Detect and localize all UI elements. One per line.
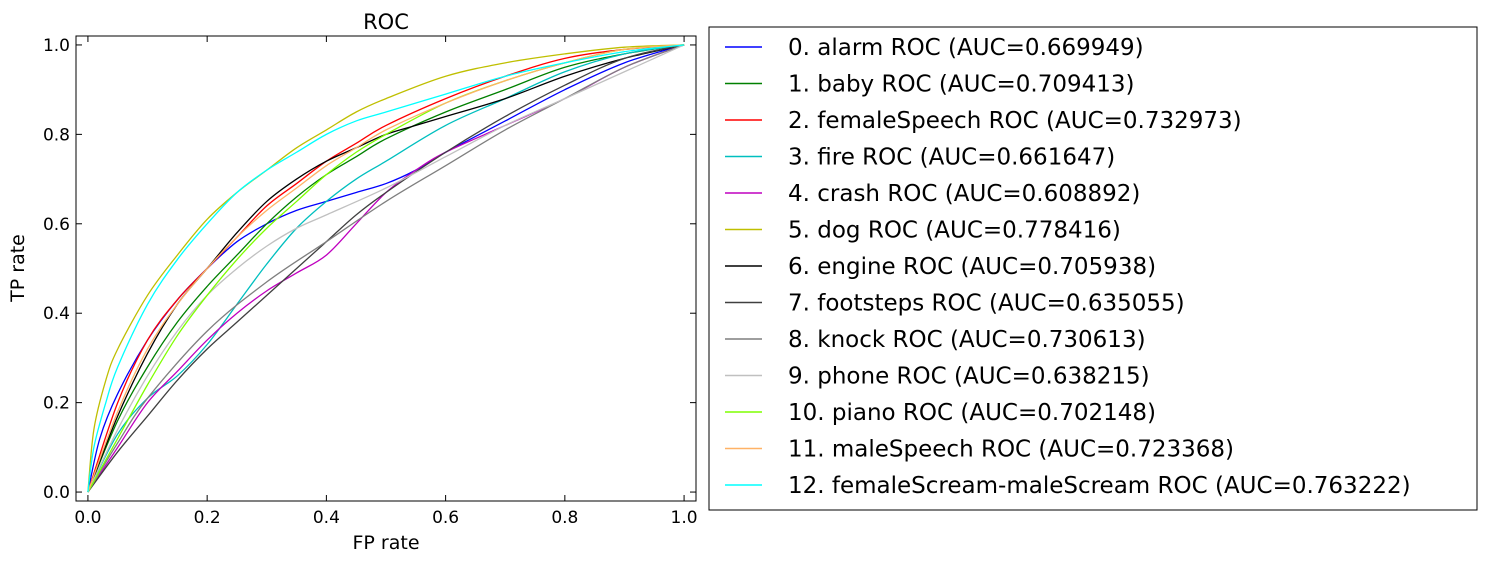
- legend-label-6: 6. engine ROC (AUC=0.705938): [788, 254, 1156, 280]
- plot-frame: [75, 35, 697, 502]
- series-layer: [87, 44, 685, 493]
- x-tick-label: 0.8: [551, 508, 578, 528]
- y-tick-label: 0.6: [43, 215, 70, 235]
- series-line-11: [87, 44, 685, 493]
- x-tick-label: 0.6: [432, 508, 459, 528]
- legend-label-7: 7. footsteps ROC (AUC=0.635055): [788, 291, 1185, 317]
- y-tick-label: 0.0: [43, 483, 70, 503]
- x-tick-label: 0.4: [313, 508, 340, 528]
- legend-label-10: 10. piano ROC (AUC=0.702148): [788, 400, 1156, 426]
- y-tick-label: 0.8: [43, 125, 70, 145]
- legend-label-11: 11. maleSpeech ROC (AUC=0.723368): [788, 437, 1234, 463]
- legend: 0. alarm ROC (AUC=0.669949) 1. baby ROC (…: [708, 26, 1478, 511]
- legend-label-1: 1. baby ROC (AUC=0.709413): [788, 72, 1135, 98]
- legend-label-4: 4. crash ROC (AUC=0.608892): [788, 181, 1140, 207]
- legend-label-8: 8. knock ROC (AUC=0.730613): [788, 327, 1146, 353]
- x-tick-label: 0.0: [74, 508, 101, 528]
- y-tick-label: 1.0: [43, 36, 70, 56]
- series-line-9: [87, 44, 685, 493]
- series-line-2: [87, 44, 685, 493]
- series-line-1: [87, 44, 685, 493]
- legend-label-9: 9. phone ROC (AUC=0.638215): [788, 364, 1150, 390]
- chart-title: ROC: [363, 10, 409, 34]
- y-tick-label: 0.4: [43, 304, 70, 324]
- x-tick-label: 0.2: [194, 508, 221, 528]
- legend-label-5: 5. dog ROC (AUC=0.778416): [788, 218, 1121, 244]
- y-tick-label: 0.2: [43, 394, 70, 414]
- legend-label-3: 3. fire ROC (AUC=0.661647): [788, 145, 1115, 171]
- series-line-12: [87, 44, 685, 493]
- y-axis-label: TP rate: [7, 234, 29, 303]
- series-line-6: [87, 44, 685, 493]
- legend-label-2: 2. femaleSpeech ROC (AUC=0.732973): [788, 108, 1242, 134]
- x-tick-label: 1.0: [671, 508, 698, 528]
- x-axis-label: FP rate: [352, 532, 419, 554]
- legend-frame: [708, 26, 1478, 511]
- series-line-5: [87, 44, 685, 493]
- legend-label-0: 0. alarm ROC (AUC=0.669949): [788, 35, 1144, 61]
- ticks-layer: 0.0 0.2 0.4 0.6 0.8 1.0 0.0 0.2 0.4 0.6 0.8 1.0: [43, 36, 698, 528]
- legend-label-12: 12. femaleScream-maleScream ROC (AUC=0.7…: [788, 473, 1411, 499]
- series-line-7: [87, 44, 685, 493]
